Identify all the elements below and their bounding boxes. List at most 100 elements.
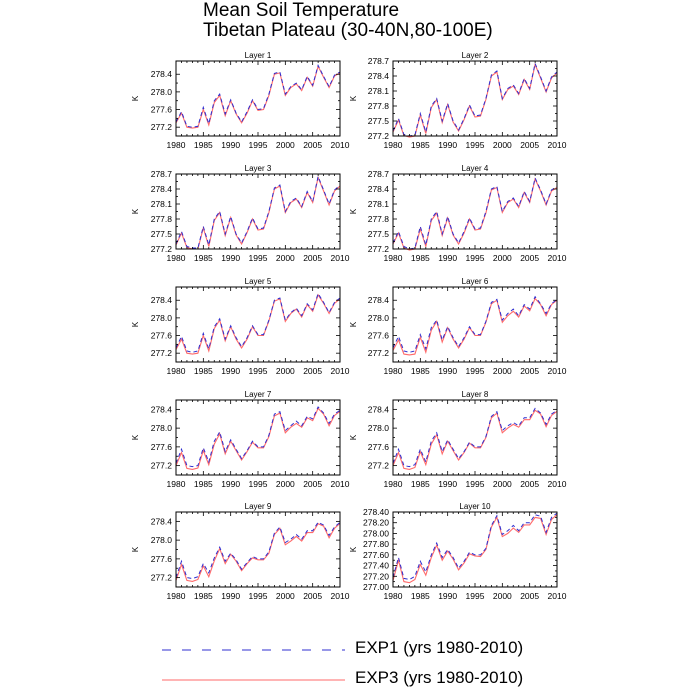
panel-2-xtick-label: 1980 [384,140,403,150]
panel-1-xtick-label: 1995 [249,140,268,150]
panel-3-ylabel: K [131,208,140,214]
panel-10-xtick-label: 1980 [384,591,403,601]
panel-5-series-exp3 [175,293,341,355]
panel-5-xtick-label: 2010 [331,366,350,376]
panel-9-ylabel: K [131,546,140,552]
panel-10-ytick-label: 277.40 [363,561,389,571]
panel-8-xtick-label: 2010 [548,479,567,489]
panel-9-ytick-label: 278.4 [151,516,173,526]
panel-5-xtick-label: 2005 [303,366,322,376]
panel-4-ytick-label: 277.2 [368,244,390,254]
panel-7-frame [175,399,341,476]
panel-10-ytick-label: 278.20 [363,518,389,528]
panel-9-xtick-label: 1995 [249,591,268,601]
panel-4-xtick-label: 1995 [466,253,485,263]
panel-5-xtick-label: 1985 [194,366,213,376]
chart-title-line1: Mean Soil Temperature [203,0,400,21]
panel-7-xtick-label: 2010 [331,479,350,489]
panel-5-series-exp1 [175,292,341,353]
panel-2-xtick-label: 2010 [548,140,567,150]
panel-4-title: Layer 4 [462,164,489,173]
panel-10-xtick-label: 2005 [520,591,539,601]
panel-2-xtick-label: 2005 [520,140,539,150]
panel-4-ytick-label: 278.1 [368,199,390,209]
panel-9-series-exp1 [175,521,341,580]
panel-9-series-exp3 [175,522,341,582]
panel-3-xtick-label: 2005 [303,253,322,263]
panel-7-xtick-label: 1980 [167,479,186,489]
panel-2-ytick-label: 277.8 [368,101,390,111]
panel-4-xtick-label: 1985 [411,253,430,263]
panel-2-xtick-label: 1995 [466,140,485,150]
panel-7-xtick-label: 1985 [194,479,213,489]
panel-8-xtick-label: 1990 [438,479,457,489]
panel-1-ylabel: K [131,95,140,101]
panel-2-ytick-label: 278.7 [368,56,390,66]
panel-8-series-exp3 [392,409,558,470]
panel-7-ytick-label: 278.0 [151,423,173,433]
panel-4-ylabel: K [349,208,358,214]
panel-6-xtick-label: 1990 [438,366,457,376]
panel-8-ytick-label: 278.4 [368,404,390,414]
panel-1-xtick-label: 1990 [221,140,240,150]
panel-10-title: Layer 10 [459,502,491,511]
panel-3-ytick-label: 278.7 [151,169,173,179]
panel-8-xtick-label: 2000 [493,479,512,489]
panel-9-title: Layer 9 [245,502,272,511]
panel-1-series-exp3 [175,64,341,129]
panel-9-xtick-label: 1985 [194,591,213,601]
legend: EXP1 (yrs 1980-2010) EXP3 (yrs 1980-2010… [0,630,700,700]
panel-3-xtick-label: 2010 [331,253,350,263]
panel-7-ytick-label: 278.4 [151,404,173,414]
panel-6-title: Layer 6 [462,277,489,286]
panel-6-xtick-label: 1995 [466,366,485,376]
panel-5-ytick-label: 277.2 [151,348,173,358]
panel-3-ytick-label: 278.1 [151,199,173,209]
panel-3-series-exp1 [175,174,341,249]
panel-5-title: Layer 5 [245,277,272,286]
panel-3-xtick-label: 1985 [194,253,213,263]
panel-9-frame [175,511,341,588]
panel-1-xtick-label: 2005 [303,140,322,150]
panel-7-series-exp3 [175,407,341,470]
panel-8-xtick-label: 1985 [411,479,430,489]
panel-6-xtick-label: 1985 [411,366,430,376]
panel-7-xtick-label: 2005 [303,479,322,489]
panel-8-xtick-label: 1980 [384,479,403,489]
panel-7-xtick-label: 1995 [249,479,268,489]
panel-10-xtick-label: 2010 [548,591,567,601]
panel-1-ytick-label: 278.0 [151,87,173,97]
panel-5-ytick-label: 278.4 [151,295,173,305]
panel-6-series-exp1 [392,295,558,353]
panel-8-title: Layer 8 [462,390,489,399]
panel-4-xtick-label: 2000 [493,253,512,263]
panel-8-ytick-label: 278.0 [368,423,390,433]
panel-8-ytick-label: 277.6 [368,442,390,452]
panel-9-xtick-label: 1990 [221,591,240,601]
panel-10-ylabel: K [349,546,358,552]
panel-4-xtick-label: 2005 [520,253,539,263]
chart-panels: 1980 1985 1990 1995 2000 2005 2010 277.2 277.6 27… [131,51,567,601]
panel-5-frame [175,286,341,363]
panel-2-ytick-label: 278.1 [368,86,390,96]
panel-7-series-exp1 [175,406,341,468]
panel-4-series-exp1 [392,176,558,250]
panel-8-ylabel: K [349,434,358,440]
panel-10-ytick-label: 278.00 [363,528,389,538]
panel-3-ytick-label: 277.5 [151,229,173,239]
panel-2-xtick-label: 2000 [493,140,512,150]
panel-6-ytick-label: 277.2 [368,348,390,358]
panel-3-xtick-label: 2000 [276,253,295,263]
panel-5-ytick-label: 277.6 [151,331,173,341]
panel-5-xtick-label: 1980 [167,366,186,376]
panel-8-frame [392,399,558,476]
panel-2-xtick-label: 1985 [411,140,430,150]
panel-1-xtick-label: 1985 [194,140,213,150]
panel-2-series-exp1 [392,61,558,137]
panel-6-xtick-label: 2005 [520,366,539,376]
panel-7-xtick-label: 2000 [276,479,295,489]
panel-9-ytick-label: 277.6 [151,554,173,564]
panel-3-ytick-label: 277.8 [151,214,173,224]
panel-3-ytick-label: 278.4 [151,184,173,194]
panel-9-xtick-label: 1980 [167,591,186,601]
